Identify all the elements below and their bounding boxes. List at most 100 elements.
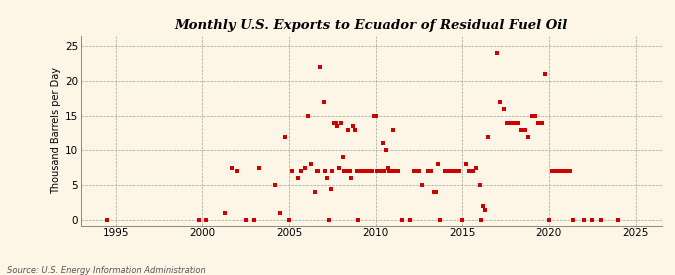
Point [354,169,365,174]
Point [280,134,291,139]
Point [387,127,398,132]
Point [389,169,400,174]
Point [369,114,379,118]
Point [502,120,513,125]
Point [348,124,358,128]
Point [450,169,461,174]
Point [384,169,395,174]
Point [320,169,331,174]
Point [457,218,468,222]
Point [362,169,373,174]
Point [102,218,113,222]
Point [284,218,294,222]
Point [249,218,260,222]
Point [342,127,353,132]
Point [232,169,242,174]
Point [346,176,356,180]
Point [479,207,490,212]
Point [360,169,371,174]
Point [564,169,575,174]
Point [370,114,381,118]
Point [512,120,523,125]
Point [341,169,352,174]
Point [547,169,558,174]
Point [194,218,205,222]
Point [424,169,435,174]
Point [537,120,547,125]
Point [506,120,516,125]
Point [543,218,554,222]
Point [287,169,298,174]
Point [310,190,321,194]
Point [372,169,383,174]
Point [353,218,364,222]
Point [578,218,589,222]
Point [595,218,606,222]
Point [516,127,526,132]
Point [519,127,530,132]
Point [299,166,310,170]
Point [327,169,338,174]
Point [365,169,376,174]
Point [325,186,336,191]
Point [464,169,475,174]
Point [495,100,506,104]
Point [334,166,345,170]
Point [377,141,388,146]
Point [270,183,281,187]
Text: Source: U.S. Energy Information Administration: Source: U.S. Energy Information Administ… [7,266,205,275]
Point [429,190,440,194]
Point [439,169,450,174]
Point [302,114,313,118]
Point [323,218,334,222]
Point [474,183,485,187]
Point [296,169,306,174]
Point [219,211,230,215]
Point [460,162,471,167]
Point [292,176,303,180]
Point [344,169,355,174]
Point [330,120,341,125]
Point [338,155,348,160]
Point [363,169,374,174]
Point [313,169,324,174]
Point [446,169,457,174]
Point [509,120,520,125]
Point [433,162,443,167]
Point [443,169,454,174]
Point [483,134,493,139]
Point [367,169,377,174]
Point [254,166,265,170]
Point [322,176,333,180]
Point [587,218,597,222]
Point [375,169,386,174]
Point [526,114,537,118]
Point [550,169,561,174]
Point [422,169,433,174]
Point [561,169,572,174]
Point [391,169,402,174]
Point [275,211,286,215]
Point [381,148,392,153]
Point [386,169,397,174]
Point [315,65,325,69]
Point [306,162,317,167]
Point [405,218,416,222]
Point [311,169,322,174]
Point [332,124,343,128]
Point [491,51,502,55]
Point [335,120,346,125]
Point [498,106,509,111]
Point [200,218,211,222]
Point [351,169,362,174]
Point [530,114,541,118]
Point [540,72,551,76]
Point [554,169,565,174]
Point [454,169,464,174]
Point [339,169,350,174]
Point [414,169,425,174]
Point [393,169,404,174]
Point [240,218,251,222]
Point [350,127,360,132]
Point [426,169,437,174]
